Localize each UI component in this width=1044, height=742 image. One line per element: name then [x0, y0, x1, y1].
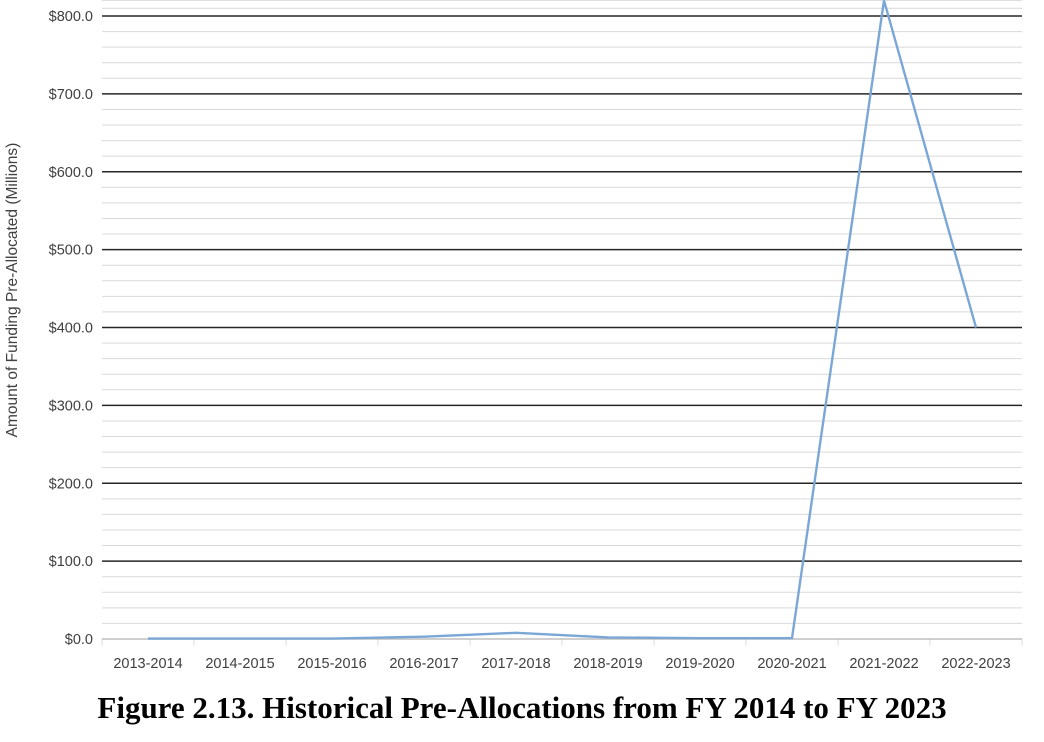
y-tick-label: $200.0 [49, 476, 93, 492]
y-tick-label: $300.0 [49, 398, 93, 414]
x-tick-label: 2014-2015 [205, 656, 274, 672]
y-tick-label: $500.0 [49, 243, 93, 259]
x-tick-label: 2015-2016 [297, 656, 366, 672]
x-tick-label: 2022-2023 [941, 656, 1010, 672]
x-tick-label: 2020-2021 [757, 656, 826, 672]
x-tick-label: 2016-2017 [389, 656, 458, 672]
figure-caption: Figure 2.13. Historical Pre-Allocations … [97, 690, 947, 725]
gridlines [101, 0, 1023, 645]
y-tick-label: $700.0 [49, 87, 93, 103]
x-tick-label: 2018-2019 [573, 656, 642, 672]
line-chart: $0.0 $100.0 $200.0 $300.0 $400.0 $500.0 $600.0… [4, 0, 1023, 672]
x-tick-label: 2021-2022 [849, 656, 918, 672]
x-tick-label: 2019-2020 [665, 656, 734, 672]
y-axis-label: Amount of Funding Pre-Allocated (Million… [4, 143, 21, 438]
x-axis-ticks: 2013-2014 2014-2015 2015-2016 2016-2017 2017… [113, 656, 1010, 672]
y-tick-label: $600.0 [49, 165, 93, 181]
x-tick-label: 2013-2014 [113, 656, 182, 672]
y-axis-ticks: $0.0 $100.0 $200.0 $300.0 $400.0 $500.0 $600.0… [49, 9, 93, 648]
y-tick-label: $0.0 [65, 632, 93, 648]
x-tick-label: 2017-2018 [481, 656, 550, 672]
series-line [148, 0, 978, 640]
y-tick-label: $800.0 [49, 9, 93, 25]
y-tick-label: $400.0 [49, 321, 93, 337]
y-tick-label: $100.0 [49, 554, 93, 570]
series-group [147, 0, 978, 640]
